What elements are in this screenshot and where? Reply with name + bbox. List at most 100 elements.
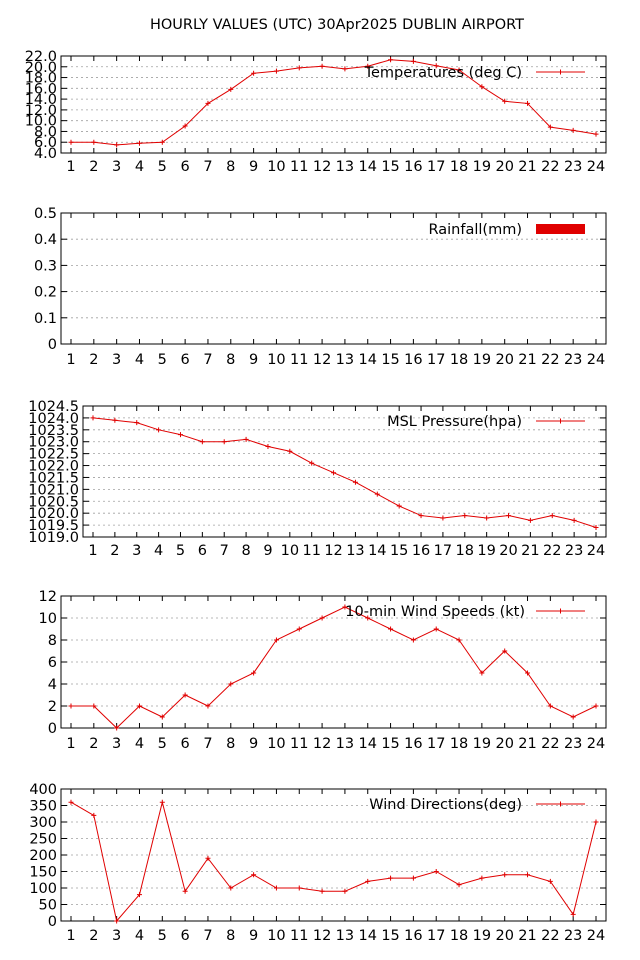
data-point <box>365 615 371 621</box>
legend-marker <box>558 418 563 424</box>
data-point <box>433 626 439 632</box>
x-tick-label: 8 <box>226 928 235 944</box>
data-point <box>374 491 380 497</box>
x-tick-label: 9 <box>249 928 258 944</box>
x-tick-label: 11 <box>290 928 308 944</box>
plot-frame <box>60 788 607 922</box>
data-point <box>410 637 416 643</box>
x-tick-label: 10 <box>281 543 299 559</box>
y-tick-label: 4.0 <box>34 146 57 162</box>
data-point <box>433 63 439 69</box>
data-point <box>570 911 576 917</box>
y-tick-label: 300 <box>29 815 57 831</box>
series-line <box>71 606 597 729</box>
data-point <box>479 875 485 881</box>
x-tick-label: 10 <box>267 159 285 175</box>
x-tick-label: 1 <box>66 736 75 752</box>
data-point <box>484 515 490 521</box>
data-point <box>205 703 211 709</box>
legend-label: Wind Directions(deg) <box>369 797 522 813</box>
x-tick-label: 22 <box>541 159 559 175</box>
data-point <box>296 626 302 632</box>
data-point <box>593 131 599 137</box>
x-tick-label: 12 <box>313 352 331 368</box>
y-tick-label: 1020.5 <box>28 494 79 510</box>
x-tick-label: 13 <box>346 543 364 559</box>
x-tick-label: 3 <box>112 159 121 175</box>
y-tick-label: 0.4 <box>34 232 57 248</box>
x-tick-label: 7 <box>203 736 212 752</box>
x-tick-label: 2 <box>89 736 98 752</box>
x-tick-label: 8 <box>241 543 250 559</box>
x-tick-label: 12 <box>313 928 331 944</box>
data-point <box>525 670 531 676</box>
x-tick-label: 7 <box>203 159 212 175</box>
data-point <box>319 615 325 621</box>
x-tick-label: 5 <box>158 352 167 368</box>
data-point <box>68 703 74 709</box>
data-point <box>388 57 394 63</box>
x-tick-label: 23 <box>564 352 582 368</box>
y-tick-label: 1024.5 <box>28 399 79 415</box>
x-tick-label: 1 <box>66 928 75 944</box>
x-tick-label: 18 <box>450 928 468 944</box>
x-tick-label: 19 <box>473 352 491 368</box>
data-point <box>388 626 394 632</box>
data-point <box>228 885 234 891</box>
data-point <box>593 703 599 709</box>
x-tick-label: 11 <box>290 159 308 175</box>
x-tick-label: 11 <box>290 352 308 368</box>
data-point <box>331 470 337 476</box>
x-tick-label: 17 <box>427 159 445 175</box>
x-tick-label: 23 <box>564 159 582 175</box>
data-point <box>136 703 142 709</box>
data-point <box>159 799 165 805</box>
legend-label: 10-min Wind Speeds (kt) <box>345 604 525 620</box>
x-tick-label: 11 <box>290 736 308 752</box>
data-point <box>251 70 257 76</box>
y-tick-label: 250 <box>29 832 57 848</box>
data-point <box>228 86 234 92</box>
x-tick-label: 21 <box>518 928 536 944</box>
data-point <box>296 65 302 71</box>
x-tick-label: 8 <box>226 352 235 368</box>
data-point <box>365 63 371 69</box>
x-tick-label: 16 <box>412 543 430 559</box>
x-tick-label: 17 <box>427 928 445 944</box>
data-point <box>177 432 183 438</box>
x-tick-label: 1 <box>66 352 75 368</box>
legend-label: MSL Pressure(hpa) <box>387 414 522 430</box>
y-tick-label: 8.0 <box>34 124 57 140</box>
data-point <box>205 100 211 106</box>
data-point <box>456 637 462 643</box>
x-tick-label: 18 <box>456 543 474 559</box>
y-tick-label: 2 <box>48 699 57 715</box>
x-tick-label: 4 <box>135 928 144 944</box>
data-point <box>396 503 402 509</box>
data-point <box>440 515 446 521</box>
data-point <box>90 415 96 421</box>
data-point <box>342 888 348 894</box>
x-tick-label: 3 <box>112 928 121 944</box>
data-point <box>593 819 599 825</box>
x-tick-label: 21 <box>518 159 536 175</box>
y-tick-label: 0.2 <box>34 285 57 301</box>
data-point <box>388 875 394 881</box>
x-tick-label: 8 <box>226 736 235 752</box>
y-tick-label: 200 <box>29 848 57 864</box>
y-tick-label: 1023.5 <box>28 423 79 439</box>
x-tick-label: 16 <box>404 928 422 944</box>
x-tick-label: 3 <box>112 736 121 752</box>
x-tick-label: 14 <box>359 928 377 944</box>
x-tick-label: 12 <box>313 159 331 175</box>
x-tick-label: 8 <box>226 159 235 175</box>
x-tick-label: 10 <box>267 352 285 368</box>
x-tick-label: 4 <box>135 352 144 368</box>
legend-label: Rainfall(mm) <box>429 222 522 238</box>
y-tick-label: 0.5 <box>34 206 57 222</box>
x-tick-label: 22 <box>541 352 559 368</box>
data-point <box>287 448 293 454</box>
y-tick-label: 0 <box>48 721 57 737</box>
x-tick-label: 2 <box>110 543 119 559</box>
y-tick-label: 1023.0 <box>28 435 79 451</box>
